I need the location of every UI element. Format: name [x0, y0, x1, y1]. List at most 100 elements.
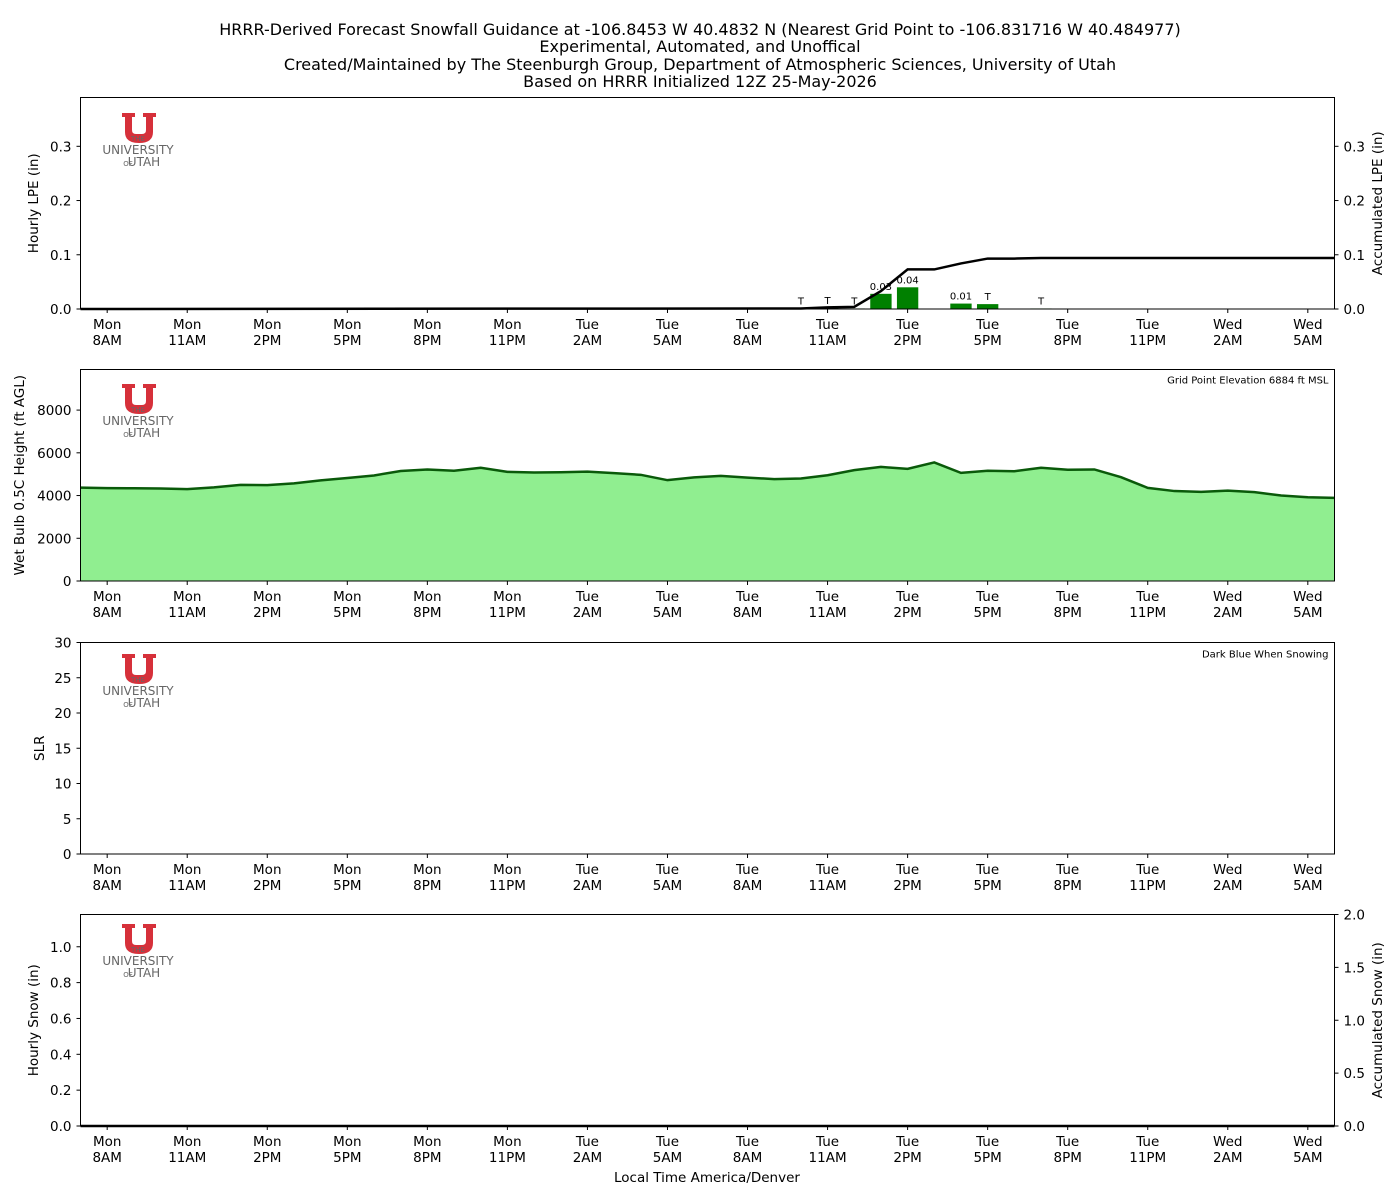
x-tick-day: Wed: [1293, 317, 1322, 333]
logo-text-the: THE: [130, 676, 145, 684]
x-tick-time: 11PM: [489, 605, 526, 621]
logo-u-mark: [122, 924, 156, 954]
plot-frame: [80, 97, 1335, 310]
x-tick-day: Tue: [575, 317, 599, 333]
logo-text-utah: UTAH: [128, 155, 160, 169]
y-tick-label: 2000: [37, 531, 71, 547]
lpe-bar-label: T: [824, 296, 832, 307]
x-tick-time: 11AM: [809, 605, 847, 621]
x-tick-time: 2PM: [893, 878, 921, 894]
accumulated-lpe-line: [80, 256, 1335, 311]
wet-bulb-line: [80, 461, 1335, 500]
x-tick-time: 5PM: [973, 605, 1001, 621]
x-tick-day: Mon: [333, 589, 361, 605]
x-tick-time: 11AM: [168, 333, 206, 349]
x-tick-time: 8AM: [733, 333, 762, 349]
logo-text-utah: UTAH: [128, 696, 160, 710]
x-tick-time: 2AM: [1213, 333, 1242, 349]
y-axis-label: SLR: [32, 736, 48, 761]
x-tick-day: Tue: [1055, 1134, 1079, 1150]
x-tick-day: Tue: [575, 862, 599, 878]
x-tick-day: Tue: [735, 317, 759, 333]
y-right-tick-label: 0.5: [1344, 1066, 1365, 1082]
x-tick-day: Tue: [1135, 862, 1159, 878]
logo-u-mark: [122, 384, 156, 414]
logo-text-utah: UTAH: [128, 966, 160, 980]
lpe-bar-label: T: [984, 292, 992, 303]
x-tick-day: Tue: [655, 1134, 679, 1150]
x-tick-day: Tue: [1055, 862, 1079, 878]
x-tick-day: Mon: [253, 862, 281, 878]
elevation-annotation: Grid Point Elevation 6884 ft MSL: [1167, 376, 1329, 387]
x-tick-day: Tue: [975, 589, 999, 605]
y-tick-label: 10: [54, 777, 71, 793]
y-tick-label: 0.8: [50, 976, 71, 992]
x-tick-day: Mon: [493, 589, 521, 605]
x-tick-day: Tue: [735, 862, 759, 878]
x-tick-time: 5AM: [653, 605, 682, 621]
x-tick-time: 5AM: [1293, 878, 1322, 894]
logo-text-of: OF: [123, 431, 133, 439]
y-tick-label: 0.4: [50, 1047, 71, 1063]
snowing-annotation: Dark Blue When Snowing: [1202, 650, 1329, 661]
x-tick-time: 2AM: [573, 878, 602, 894]
x-tick-day: Tue: [735, 1134, 759, 1150]
x-tick-time: 5PM: [333, 333, 361, 349]
y-tick-label: 0.2: [50, 194, 71, 210]
wet-bulb-area: [80, 462, 1335, 581]
x-tick-time: 2AM: [573, 605, 602, 621]
lpe-bar: [870, 293, 892, 309]
x-tick-time: 11AM: [168, 605, 206, 621]
x-tick-day: Tue: [975, 317, 999, 333]
y-tick-label: 0.0: [50, 1119, 71, 1135]
y-tick-label: 0: [63, 574, 72, 590]
y-right-tick-label: 0.2: [1344, 194, 1365, 210]
x-tick-time: 8PM: [413, 1150, 441, 1166]
x-tick-day: Tue: [815, 1134, 839, 1150]
y-tick-label: 0: [63, 847, 72, 863]
x-tick-time: 11AM: [168, 1150, 206, 1166]
y-tick-label: 0.0: [50, 302, 71, 318]
x-tick-time: 5AM: [653, 878, 682, 894]
x-tick-day: Mon: [93, 317, 121, 333]
y-tick-label: 25: [54, 671, 71, 687]
x-tick-time: 5PM: [333, 605, 361, 621]
logo-text-university: UNIVERSITY: [102, 684, 174, 698]
x-tick-day: Wed: [1293, 589, 1322, 605]
y-axis-label: Hourly LPE (in): [26, 153, 42, 253]
x-tick-day: Tue: [575, 589, 599, 605]
x-tick-day: Mon: [173, 862, 201, 878]
x-tick-time: 8AM: [92, 1150, 121, 1166]
x-tick-time: 8PM: [413, 605, 441, 621]
x-tick-day: Mon: [93, 589, 121, 605]
x-tick-day: Wed: [1213, 862, 1242, 878]
x-tick-time: 5AM: [653, 333, 682, 349]
plot-frame: [80, 642, 1335, 855]
lpe-bar-label: T: [1037, 296, 1045, 307]
lpe-bar: [896, 287, 919, 309]
y-right-tick-label: 1.0: [1344, 1013, 1365, 1029]
x-tick-time: 2AM: [1213, 1150, 1242, 1166]
x-tick-day: Tue: [815, 862, 839, 878]
x-tick-day: Tue: [1055, 317, 1079, 333]
x-tick-time: 5AM: [653, 1150, 682, 1166]
x-tick-day: Mon: [493, 317, 521, 333]
x-tick-day: Tue: [895, 317, 919, 333]
panel-hourly-snow: 0.0 0.2 0.4 0.6 0.8 1.0 0.0 0.5 1.0 1.5 2.0 Hourly …: [26, 908, 1386, 1187]
x-tick-time: 5AM: [1293, 605, 1322, 621]
y-right-tick-label: 0.0: [1344, 1119, 1365, 1135]
x-tick-time: 11AM: [168, 878, 206, 894]
x-tick-time: 2PM: [893, 605, 921, 621]
y-right-tick-label: 2.0: [1344, 908, 1365, 924]
x-tick-time: 2AM: [573, 333, 602, 349]
plot-frame: [80, 914, 1335, 1127]
x-tick-time: 5PM: [333, 878, 361, 894]
logo-text-of: OF: [123, 160, 133, 168]
y-tick-label: 4000: [37, 489, 71, 505]
x-tick-time: 11PM: [1129, 878, 1166, 894]
x-tick-time: 11PM: [489, 333, 526, 349]
